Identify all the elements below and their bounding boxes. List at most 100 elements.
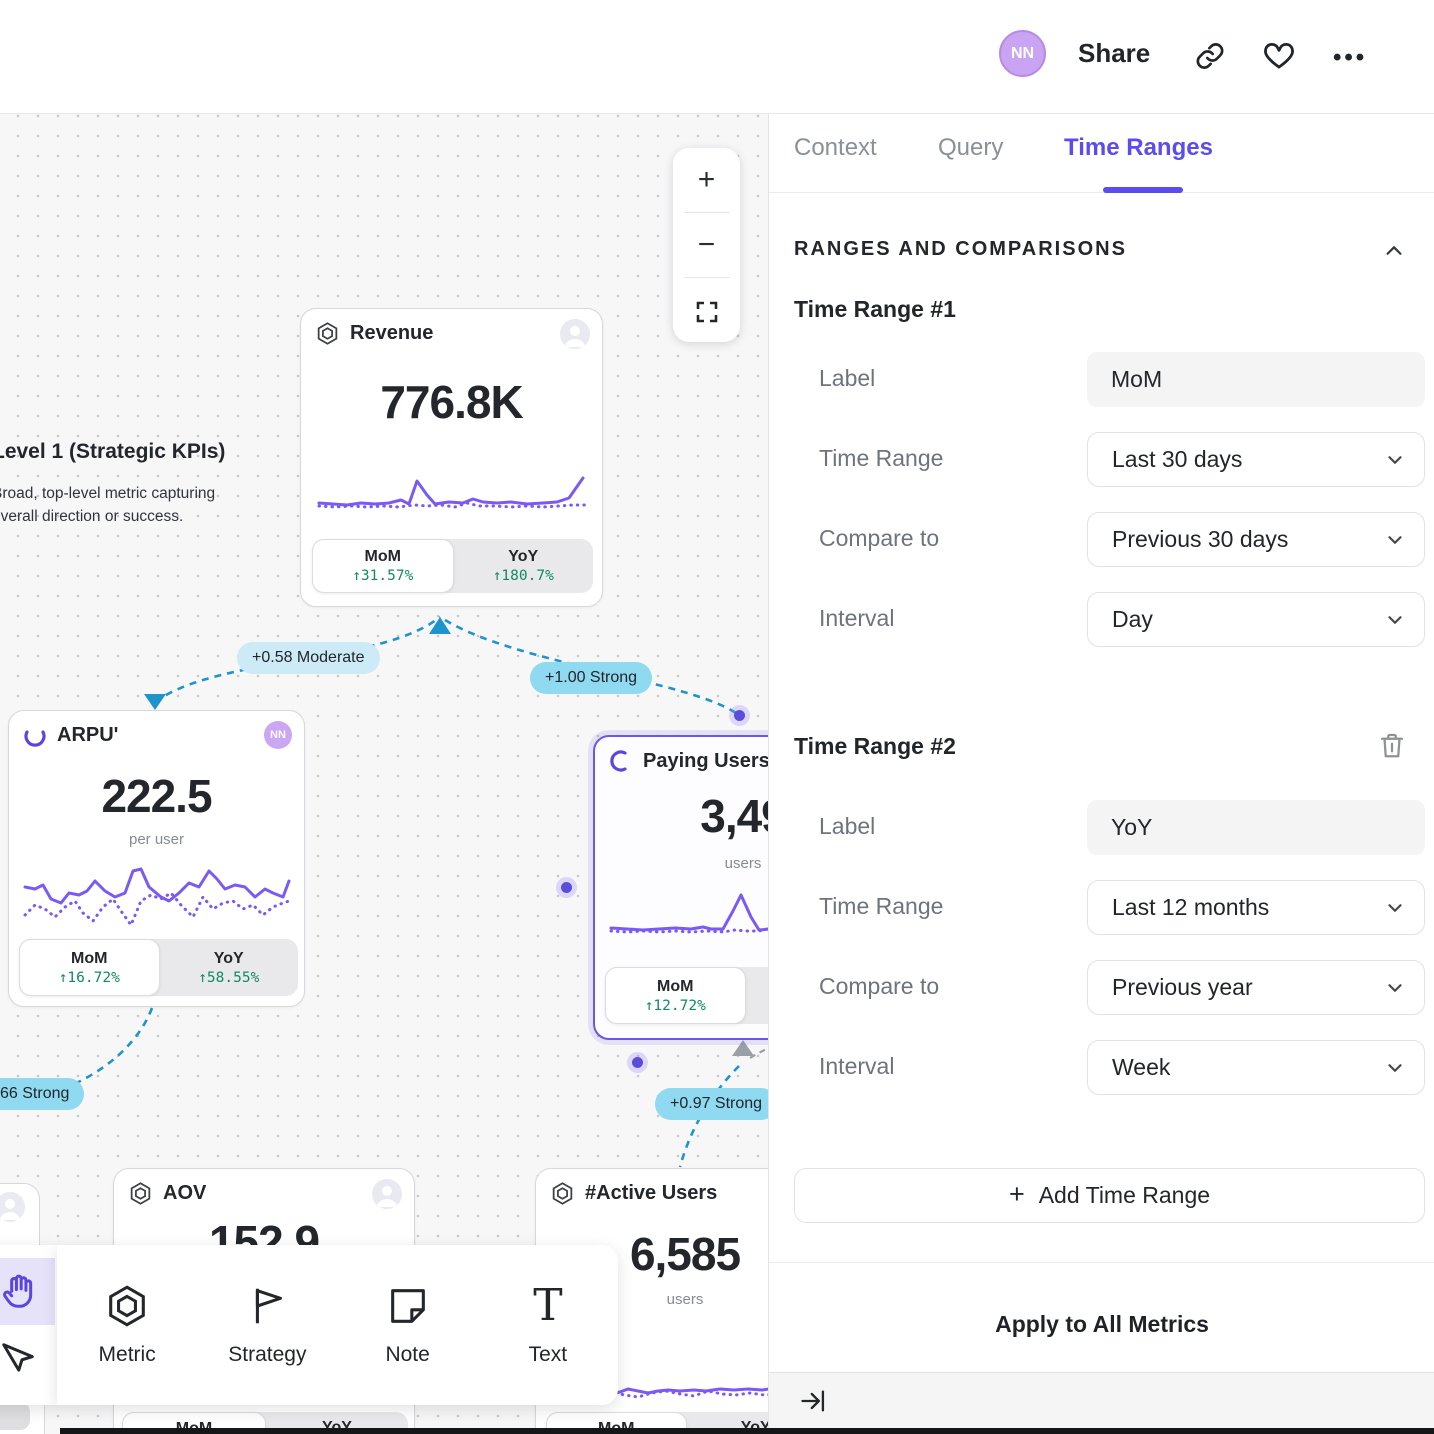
edge-arpu-down [71, 1007, 154, 1087]
tool-label: Note [385, 1343, 430, 1366]
divider [683, 212, 730, 213]
collapse-section-chevron-icon[interactable] [1383, 240, 1405, 262]
time-range-select-2[interactable]: Last 12 months [1087, 880, 1425, 935]
toggle-mom-delta: ↑31.57% [352, 568, 414, 584]
metric-tool-button[interactable]: Metric [57, 1283, 197, 1367]
toggle-mom-delta: ↑16.72% [58, 969, 120, 986]
label-field-label: Label [819, 365, 876, 391]
metric-hexagon-icon [550, 1181, 575, 1206]
strategy-tool-button[interactable]: Strategy [197, 1283, 337, 1367]
minus-icon: − [697, 228, 716, 261]
card-title: ARPU' [57, 723, 119, 746]
toggle-mom[interactable]: MoM ↑16.72% [19, 939, 160, 996]
chevron-down-icon [1384, 449, 1406, 471]
metric-card-arpu[interactable]: ARPU' NN 222.5 per user MoM ↑16.72% YoY … [8, 710, 305, 1007]
owner-avatar-icon [0, 1192, 25, 1222]
metric-tree-canvas[interactable]: Level 1 (Strategic KPIs) Broad, top-leve… [0, 114, 768, 1434]
canvas-toolbar: Metric Strategy Note T Text [57, 1245, 618, 1405]
copy-link-icon[interactable] [1194, 40, 1226, 72]
note-icon [385, 1283, 431, 1329]
toggle-yoy[interactable]: YoY ↑58.55% [160, 939, 299, 996]
tab-query[interactable]: Query [938, 134, 1004, 161]
delete-time-range-trash-icon[interactable] [1377, 729, 1407, 761]
more-options-icon[interactable]: ••• [1333, 44, 1368, 71]
toggle-mom[interactable]: MoM ↑31.57% [312, 539, 454, 593]
sparkline [315, 467, 590, 521]
settings-panel: Context Query Time Ranges RANGES AND COM… [768, 114, 1434, 1434]
time-range-select-1[interactable]: Last 30 days [1087, 432, 1425, 487]
toggle-yoy-label: YoY [508, 548, 539, 565]
compare-to-select-1[interactable]: Previous 30 days [1087, 512, 1425, 567]
sparkline [607, 887, 768, 945]
label-input-2[interactable] [1087, 800, 1425, 855]
toggle-yoy[interactable]: YoY ↑180.7% [454, 539, 594, 593]
hand-icon [2, 1274, 32, 1308]
toggle-yoy[interactable] [746, 967, 769, 1024]
interval-select-2[interactable]: Week [1087, 1040, 1425, 1095]
user-avatar[interactable]: NN [999, 30, 1046, 77]
tool-label: Strategy [228, 1343, 307, 1366]
level-note-line2: overall direction or success. [0, 508, 184, 525]
card-header: #Active Users [536, 1169, 768, 1217]
connection-handle[interactable] [561, 882, 572, 893]
add-time-range-button[interactable]: + Add Time Range [794, 1168, 1425, 1223]
connection-handle[interactable] [632, 1057, 643, 1068]
text-tool-button[interactable]: T Text [478, 1283, 618, 1367]
select-tool-button[interactable] [0, 1325, 55, 1392]
apply-to-all-metrics-button[interactable]: Apply to All Metrics [995, 1311, 1209, 1337]
share-button[interactable]: Share [1078, 38, 1151, 68]
correlation-badge[interactable]: +1.00 Strong [530, 662, 653, 694]
metric-hexagon-icon [128, 1181, 153, 1206]
owner-avatar-icon[interactable] [560, 319, 590, 349]
correlation-badge[interactable]: +0.97 Strong [655, 1088, 768, 1120]
zoom-controls: + − [673, 148, 740, 342]
fit-view-button[interactable] [673, 278, 740, 342]
collapse-panel-arrow-icon[interactable] [799, 1387, 827, 1415]
card-title: #Active Users [585, 1181, 718, 1204]
select-value: Week [1112, 1054, 1171, 1080]
tab-time-ranges[interactable]: Time Ranges [1064, 134, 1213, 161]
plus-icon: + [697, 163, 716, 196]
tool-column [0, 1245, 57, 1405]
panel-tabs: Context Query Time Ranges [769, 114, 1434, 193]
divider [683, 277, 730, 278]
chevron-down-icon [1384, 977, 1406, 999]
active-tab-indicator [1103, 187, 1183, 193]
owner-avatar-icon[interactable] [372, 1179, 402, 1209]
section-title: RANGES AND COMPARISONS [794, 238, 1127, 260]
select-value: Last 30 days [1112, 446, 1243, 472]
comparison-toggle: MoM ↑12.72% [605, 967, 768, 1024]
zoom-in-button[interactable]: + [673, 148, 740, 212]
metric-card-revenue[interactable]: Revenue 776.8K MoM ↑31.57% YoY ↑180. [300, 308, 603, 607]
note-tool-button[interactable]: Note [338, 1283, 478, 1367]
arrowhead-paying-bottom [732, 1040, 754, 1056]
connection-handle[interactable] [734, 710, 745, 721]
chevron-down-icon [1384, 529, 1406, 551]
toggle-mom[interactable]: MoM ↑12.72% [605, 967, 746, 1024]
compare-to-select-2[interactable]: Previous year [1087, 960, 1425, 1015]
toggle-yoy-delta: ↑58.55% [198, 969, 260, 986]
metric-unit: per user [128, 831, 185, 848]
spinner-arc-icon [609, 749, 633, 773]
badge-label: 66 Strong [0, 1085, 70, 1102]
toggle-yoy-label: YoY [213, 949, 244, 967]
comparison-toggle: MoM ↑16.72% YoY ↑58.55% [19, 939, 298, 996]
tool-label: Metric [98, 1343, 156, 1366]
label-input-1[interactable] [1087, 352, 1425, 407]
pan-tool-button[interactable] [0, 1258, 55, 1325]
interval-select-1[interactable]: Day [1087, 592, 1425, 647]
comparison-toggle: MoM ↑31.57% YoY ↑180.7% [312, 539, 593, 593]
metric-unit: users [724, 855, 762, 872]
correlation-badge[interactable]: 66 Strong [0, 1078, 85, 1110]
zoom-out-button[interactable]: − [673, 213, 740, 277]
plus-icon: + [1008, 1178, 1025, 1209]
correlation-badge[interactable]: +0.58 Moderate [237, 642, 380, 674]
favorite-heart-icon[interactable] [1262, 38, 1296, 72]
interval-field-label: Interval [819, 1053, 895, 1079]
owner-avatar-nn[interactable]: NN [264, 721, 292, 749]
tab-context[interactable]: Context [794, 134, 877, 161]
edge-gray-stub [749, 1047, 768, 1059]
metric-card-paying-users[interactable]: Paying Users' 3,49 users MoM ↑12.72% [593, 735, 768, 1040]
compare-to-field-label: Compare to [819, 973, 940, 999]
